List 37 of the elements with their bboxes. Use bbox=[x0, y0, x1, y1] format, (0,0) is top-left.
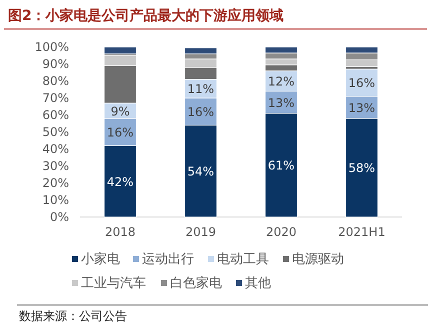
legend-label: 运动出行 bbox=[142, 252, 194, 267]
legend-label: 白色家电 bbox=[170, 275, 222, 291]
legend-label: 工业与汽车 bbox=[81, 276, 146, 291]
legend-label: 小家电 bbox=[81, 251, 120, 267]
data-label: 13% bbox=[268, 96, 295, 110]
x-tick-label: 2019 bbox=[185, 225, 216, 239]
x-tick-label: 2021H1 bbox=[338, 225, 386, 239]
y-tick-label: 30% bbox=[42, 159, 69, 173]
source-note: 数据来源：公司公告 bbox=[19, 309, 127, 323]
y-tick-label: 90% bbox=[42, 57, 69, 71]
legend-label: 电源驱动 bbox=[292, 252, 344, 267]
x-tick-label: 2018 bbox=[104, 225, 136, 239]
data-label: 11% bbox=[187, 82, 214, 96]
x-tick-label: 2020 bbox=[266, 225, 297, 239]
data-label: 16% bbox=[348, 76, 376, 90]
bar bbox=[104, 46, 137, 54]
chart-title: 图2：小家电是公司产品最大的下游应用领域 bbox=[8, 7, 284, 24]
legend-label: 其他 bbox=[245, 276, 271, 291]
data-label: 13% bbox=[348, 100, 376, 115]
y-tick-label: 10% bbox=[42, 193, 69, 207]
data-label: 9% bbox=[110, 104, 130, 118]
y-tick-label: 60% bbox=[42, 108, 69, 122]
y-tick-label: 0% bbox=[50, 210, 69, 224]
y-tick-label: 80% bbox=[42, 74, 69, 88]
y-tick-label: 70% bbox=[42, 91, 69, 105]
data-label: 16% bbox=[187, 105, 214, 120]
data-label: 54% bbox=[187, 164, 214, 179]
data-label: 16% bbox=[106, 126, 134, 140]
data-label: 12% bbox=[268, 74, 295, 88]
legend-label: 电动工具 bbox=[217, 252, 269, 267]
y-tick-label: 100% bbox=[34, 40, 69, 54]
data-label: 58% bbox=[348, 161, 376, 176]
data-label: 61% bbox=[268, 158, 295, 173]
data-label: 42% bbox=[106, 174, 134, 189]
y-tick-label: 40% bbox=[42, 142, 69, 156]
y-tick-label: 50% bbox=[42, 125, 69, 139]
y-tick-label: 20% bbox=[42, 176, 69, 190]
